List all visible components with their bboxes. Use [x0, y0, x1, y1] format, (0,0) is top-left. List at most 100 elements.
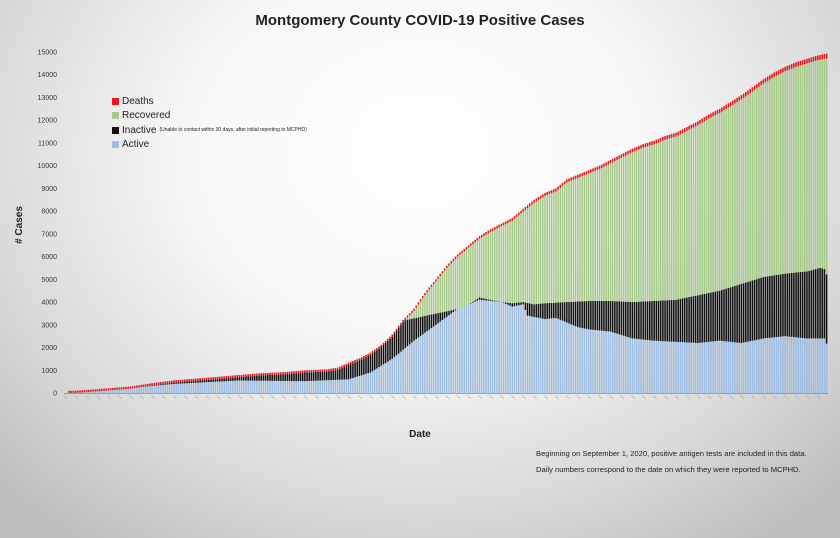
bar-recovered — [465, 249, 468, 306]
bar-deaths — [483, 233, 485, 236]
bar-active — [723, 341, 725, 393]
bar-inactive — [164, 383, 166, 385]
bar-active — [149, 386, 151, 393]
bar-inactive — [705, 293, 708, 343]
bar-recovered — [585, 174, 588, 302]
bar-deaths — [751, 87, 754, 92]
bar-recovered — [814, 60, 817, 270]
bar-recovered — [668, 138, 671, 301]
bar-recovered — [587, 173, 590, 301]
bar-inactive — [821, 268, 824, 339]
bar-active — [485, 300, 487, 393]
bar-deaths — [777, 70, 780, 75]
bar-inactive — [699, 294, 701, 343]
bar-recovered — [803, 64, 806, 272]
bar-inactive — [686, 297, 688, 343]
bar-active — [160, 385, 162, 393]
bar-deaths — [179, 379, 182, 383]
bar-deaths — [779, 69, 782, 74]
bar-recovered — [675, 136, 677, 300]
bar-inactive — [583, 301, 586, 329]
x-tick-mark — [816, 395, 821, 400]
bar-deaths — [600, 164, 603, 168]
bar-recovered — [806, 63, 808, 272]
bar-deaths — [616, 156, 618, 161]
x-tick-mark — [74, 395, 79, 400]
bar-recovered — [749, 93, 751, 282]
bar-recovered — [496, 228, 498, 302]
x-tick-mark — [751, 395, 756, 400]
bar-inactive — [448, 310, 450, 316]
bar-active — [819, 338, 821, 393]
bar-deaths — [247, 374, 249, 377]
bar-inactive — [585, 301, 588, 329]
bar-deaths — [544, 192, 546, 196]
bar-inactive — [384, 342, 387, 363]
bar-active — [280, 380, 282, 393]
bar-deaths — [520, 210, 522, 214]
bar-active — [192, 382, 195, 393]
bar-inactive — [371, 353, 374, 372]
bar-recovered — [592, 171, 594, 301]
bar-active — [793, 337, 795, 393]
bar-active — [393, 357, 396, 393]
bar-inactive — [273, 374, 276, 381]
bar-deaths — [114, 387, 116, 390]
bar-active — [378, 367, 380, 393]
bar-recovered — [570, 180, 572, 302]
x-tick-mark — [685, 395, 690, 400]
bar-active — [533, 316, 535, 393]
bar-active — [782, 336, 784, 393]
bar-inactive — [349, 364, 352, 379]
bar-active — [494, 301, 496, 393]
bar-recovered — [452, 261, 455, 310]
bar-inactive — [238, 377, 241, 381]
bar-active — [203, 382, 206, 393]
bar-active — [450, 313, 452, 393]
bar-inactive — [227, 378, 230, 382]
bar-inactive — [570, 301, 572, 325]
bar-inactive — [823, 269, 826, 339]
bar-active — [439, 321, 442, 393]
bar-inactive — [683, 297, 686, 343]
bar-inactive — [358, 360, 361, 376]
bar-inactive — [707, 292, 710, 342]
bar-active — [103, 390, 105, 393]
bar-active — [470, 303, 472, 393]
x-tick-mark — [216, 395, 221, 400]
bar-deaths — [144, 384, 147, 387]
bar-recovered — [419, 301, 422, 317]
bar-active — [524, 310, 527, 393]
bar-deaths — [633, 147, 636, 152]
bar-inactive — [552, 302, 555, 319]
bar-deaths — [151, 383, 153, 386]
bar-active — [664, 341, 666, 393]
bar-inactive — [723, 289, 725, 342]
bar-deaths — [397, 325, 400, 329]
bar-recovered — [821, 59, 824, 269]
bar-deaths — [605, 162, 607, 166]
bar-deaths — [363, 356, 365, 359]
bar-active — [347, 379, 350, 393]
bar-recovered — [681, 133, 684, 299]
bar-deaths — [428, 287, 431, 290]
bar-deaths — [413, 308, 415, 311]
bar-inactive — [563, 302, 566, 322]
bar-active — [236, 380, 239, 393]
bar-active — [640, 339, 642, 393]
bar-deaths — [197, 378, 199, 381]
bar-active — [297, 381, 300, 393]
y-tick-label: 2000 — [41, 345, 57, 352]
bar-inactive — [179, 382, 182, 384]
bar-inactive — [236, 377, 239, 381]
bar-recovered — [487, 233, 490, 300]
bar-deaths — [192, 378, 195, 381]
bar-inactive — [184, 381, 186, 384]
bar-recovered — [552, 192, 555, 303]
bar-deaths — [227, 375, 230, 379]
bar-recovered — [544, 195, 546, 304]
bar-recovered — [437, 278, 439, 314]
bar-inactive — [240, 376, 243, 381]
bar-recovered — [489, 231, 492, 300]
